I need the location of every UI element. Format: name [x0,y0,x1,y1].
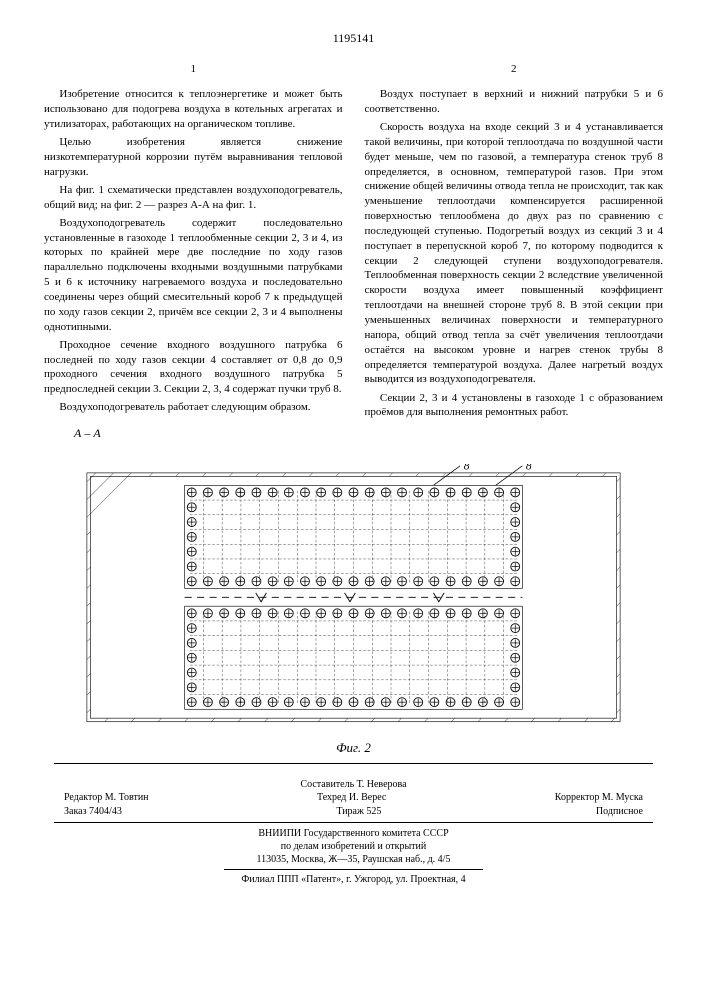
para: Изобретение относится к теплоэнергетике … [44,87,343,132]
techred: Техред И. Верес [317,791,386,805]
figure-section-label: А – А [74,425,663,441]
para: Целью изобретения является снижение низк… [44,135,343,180]
right-column: 2 Воздух поступает в верхний и нижний па… [365,62,664,423]
col-num-left: 1 [44,62,343,77]
para: Проходное сечение входного воздушного па… [44,338,343,397]
figure-2: 8 8 Фиг. 2 [78,464,629,757]
editor: Редактор М. Товтин [64,791,149,805]
divider [54,822,653,823]
corrector: Корректор М. Муска [555,791,643,805]
tirage: Тираж 525 [336,805,381,819]
para: Воздухоподогреватель содержит последоват… [44,216,343,335]
footer: ВНИИПИ Государственного комитета СССР по… [44,827,663,886]
footer-line: Филиал ППП «Патент», г. Ужгород, ул. Про… [44,873,663,886]
compiler [641,778,644,792]
para: Скорость воздуха на входе секций 3 и 4 у… [365,120,664,387]
subscr: Подписное [596,805,643,819]
upper-panel [185,485,523,588]
para: Воздух поступает в верхний и нижний патр… [365,87,664,117]
para: Секции 2, 3 и 4 установлены в газоходе 1… [365,391,664,421]
leader-8b: 8 [526,464,532,472]
footer-line: ВНИИПИ Государственного комитета СССР [44,827,663,840]
compiler: Составитель Т. Неверова [300,778,406,792]
compiler [64,778,67,792]
footer-line: по делам изобретений и открытий [44,840,663,853]
footer-line: 113035, Москва, Ж—35, Раушская наб., д. … [44,853,663,866]
order: Заказ 7404/43 [64,805,122,819]
text-columns: 1 Изобретение относится к теплоэнергетик… [44,62,663,423]
figure-label: Фиг. 2 [78,739,629,757]
para: Воздухоподогреватель работает следующим … [44,400,343,415]
col-num-right: 2 [365,62,664,77]
credits-block: Составитель Т. Неверова Редактор М. Товт… [44,778,663,819]
lower-panel [185,606,523,709]
divider [54,763,653,764]
leader-8a: 8 [464,464,470,472]
para: На фиг. 1 схематически представлен возду… [44,183,343,213]
page: 1195141 1 Изобретение относится к теплоэ… [0,0,707,906]
document-number: 1195141 [44,30,663,46]
figure-svg: 8 8 [78,464,629,731]
left-column: 1 Изобретение относится к теплоэнергетик… [44,62,343,423]
